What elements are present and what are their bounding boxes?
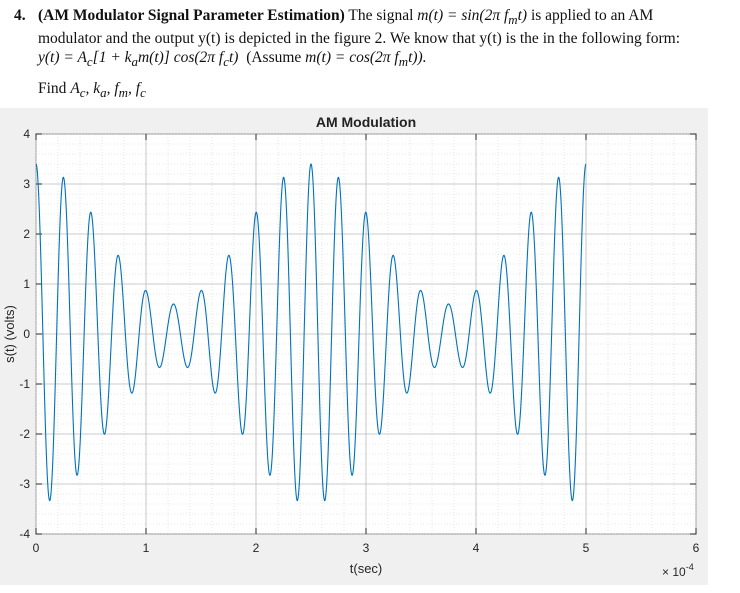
am-signal-line — [35, 163, 587, 502]
axis-ticks: 0 1 2 3 4 5 6 -4 -3 -2 -1 0 1 2 3 4 — [19, 127, 699, 555]
question-text-1-tail: is applied to an AM — [530, 7, 654, 24]
x-tick-label: 2 — [253, 541, 260, 555]
x-tick-label: 3 — [363, 541, 370, 555]
y-tick-label: 3 — [23, 177, 30, 191]
y-tick-label: 4 — [23, 127, 30, 141]
question-line-1: 4. (AM Modulator Signal Parameter Estimat… — [14, 6, 730, 29]
matlab-figure: 0 1 2 3 4 5 6 -4 -3 -2 -1 0 1 2 3 4 AM Modulation t(sec… — [0, 108, 708, 585]
x-tick-label: 0 — [33, 541, 40, 555]
y-tick-label: 1 — [23, 277, 30, 291]
x-tick-label: 1 — [143, 541, 150, 555]
message-signal-eq: m(t) = sin(2π fmt) — [417, 7, 528, 28]
y-tick-label: -1 — [19, 377, 30, 391]
x-axis-label: t(sec) — [350, 561, 383, 576]
question-text: 4. (AM Modulator Signal Parameter Estimat… — [14, 6, 730, 71]
x-tick-label: 5 — [583, 541, 590, 555]
question-line-2: modulator and the output y(t) is depicte… — [38, 30, 681, 48]
am-signal-eq: y(t) = Ac[1 + kam(t)] cos(2π fct) — [38, 49, 239, 70]
assume-text: (Assume — [246, 49, 302, 67]
find-prompt: Find Ac, ka, fm, fc — [38, 80, 146, 101]
grid — [35, 133, 697, 535]
question-number: 4. — [14, 7, 26, 24]
y-tick-label: -2 — [19, 427, 30, 441]
y-axis-label: s(t) (volts) — [2, 305, 17, 363]
x-tick-label: 6 — [693, 541, 700, 555]
y-tick-label: 0 — [23, 327, 30, 341]
y-tick-label: 2 — [23, 227, 30, 241]
x-axis-multiplier: × 10-4 — [662, 562, 694, 579]
chart-title: AM Modulation — [316, 114, 416, 130]
am-modulation-chart: 0 1 2 3 4 5 6 -4 -3 -2 -1 0 1 2 3 4 AM Modulation t(sec… — [2, 114, 700, 579]
question-title: (AM Modulator Signal Parameter Estimatio… — [38, 7, 345, 24]
x-tick-label: 4 — [473, 541, 480, 555]
y-tick-label: -3 — [19, 477, 30, 491]
assume-eq: m(t) = cos(2π fmt)). — [305, 49, 427, 70]
question-text-1: The signal — [348, 7, 414, 24]
question-line-3: y(t) = Ac[1 + kam(t)] cos(2π fct) (Assum… — [14, 48, 730, 71]
y-tick-label: -4 — [19, 527, 30, 541]
